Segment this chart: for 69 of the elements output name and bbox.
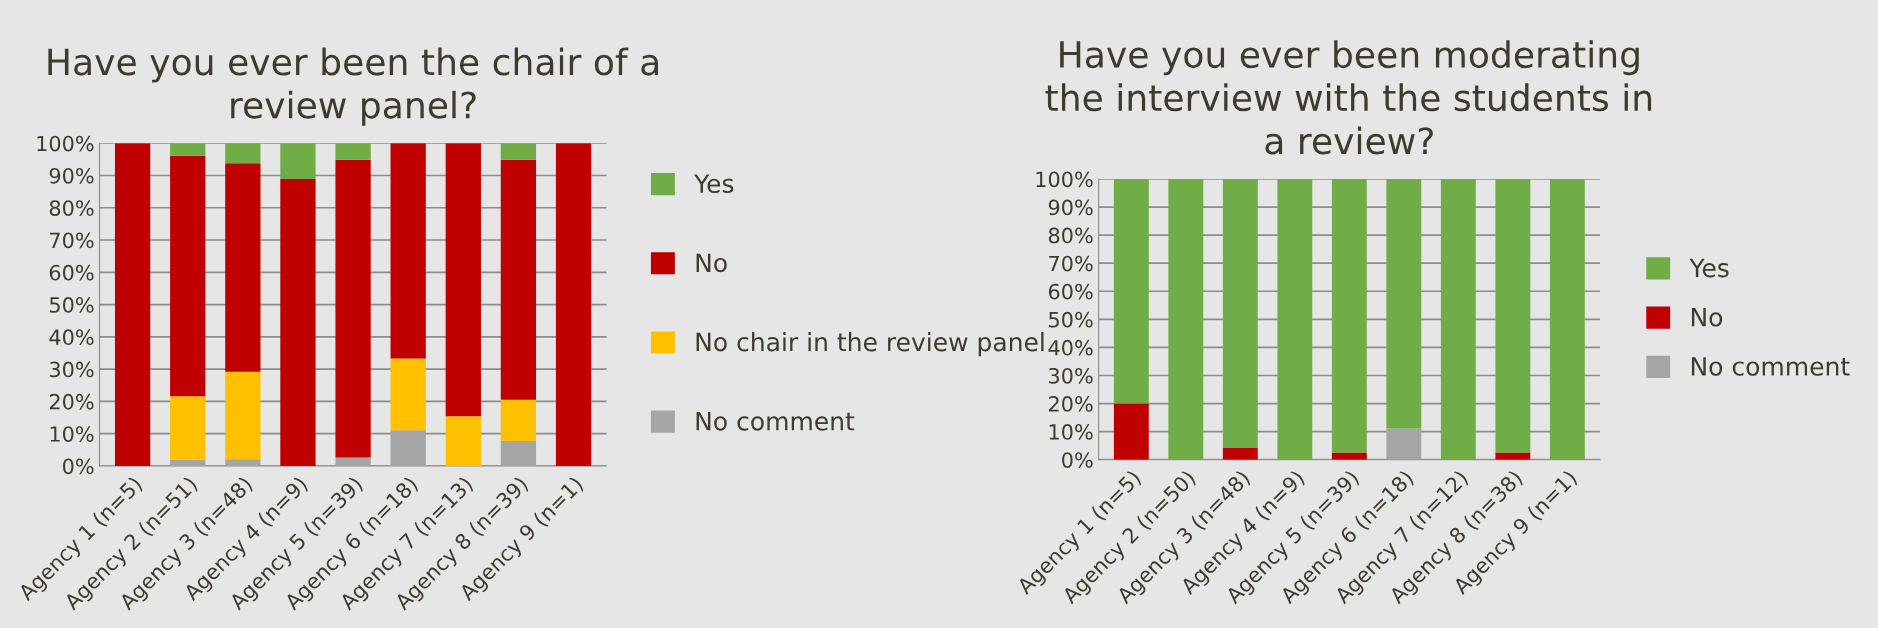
y-tick-label: 40%	[1048, 339, 1093, 356]
bar	[555, 143, 592, 466]
bar	[335, 457, 371, 466]
y-tick-label: 30%	[49, 361, 94, 378]
bar	[1495, 452, 1531, 460]
bar	[225, 163, 261, 372]
y-tick-label: 10%	[50, 426, 94, 442]
y-tick-label: 100%	[37, 135, 94, 152]
y-tick-label: 0%	[63, 458, 94, 475]
y-tick-label: 70%	[1049, 255, 1093, 272]
y-tick-label: 100%	[1036, 171, 1093, 188]
bar	[1386, 178, 1422, 429]
y-tick-label: 70%	[50, 232, 94, 249]
bar	[335, 159, 371, 458]
y-tick-label: 60%	[49, 264, 94, 281]
bar	[225, 371, 261, 460]
bar	[225, 143, 261, 164]
bar	[335, 143, 371, 160]
bar	[1440, 178, 1476, 460]
bar	[170, 143, 206, 156]
bar	[280, 143, 316, 180]
bar	[390, 358, 426, 431]
y-tick-label: 0%	[1062, 452, 1093, 468]
y-tick-label: 20%	[49, 393, 94, 410]
y-tick-label: 80%	[49, 200, 94, 216]
y-tick-label: 50%	[1049, 311, 1093, 328]
bar	[1168, 178, 1204, 460]
legend-label: No chair in the review panel	[696, 332, 1044, 357]
legend-label: No	[696, 253, 727, 273]
bar	[500, 441, 537, 466]
y-tick-label: 40%	[49, 329, 94, 346]
y-tick-label: 30%	[1049, 367, 1093, 384]
y-tick-label: 90%	[49, 167, 94, 184]
bar	[1277, 178, 1313, 460]
bar	[500, 143, 537, 160]
legend-label: No comment	[696, 412, 855, 431]
legend-label: No comment	[1691, 357, 1850, 376]
bar	[1386, 428, 1422, 460]
bar	[1113, 403, 1149, 460]
bar	[445, 143, 481, 417]
bar	[1331, 178, 1367, 453]
y-tick-label: 10%	[1049, 424, 1093, 440]
bar	[170, 155, 206, 397]
y-tick-label: 80%	[1048, 227, 1093, 244]
bar	[280, 179, 316, 466]
y-tick-label: 60%	[1048, 283, 1093, 300]
y-tick-label: 90%	[1048, 199, 1093, 216]
bar	[500, 399, 537, 442]
bar	[500, 159, 537, 400]
bar	[170, 396, 206, 460]
bar	[1331, 452, 1367, 460]
chart-title: Have you ever been the chair of a review panel?	[48, 47, 658, 126]
chart-title: Have you ever been moderating the interview with the students in a review?	[1045, 40, 1652, 155]
bar	[1222, 447, 1258, 460]
bar	[225, 459, 261, 466]
bar	[1113, 178, 1149, 404]
bar	[114, 143, 151, 466]
bar	[170, 459, 206, 466]
legend-label: No	[1691, 308, 1723, 327]
bar	[1222, 178, 1258, 448]
y-tick-label: 50%	[49, 297, 94, 313]
bar	[1495, 178, 1531, 453]
bar	[1549, 178, 1585, 460]
bar	[445, 416, 481, 466]
y-tick-label: 20%	[1048, 396, 1093, 412]
legend-label: Yes	[1689, 258, 1729, 278]
bar	[390, 430, 426, 466]
legend-label: Yes	[694, 174, 734, 194]
bar	[390, 143, 426, 359]
